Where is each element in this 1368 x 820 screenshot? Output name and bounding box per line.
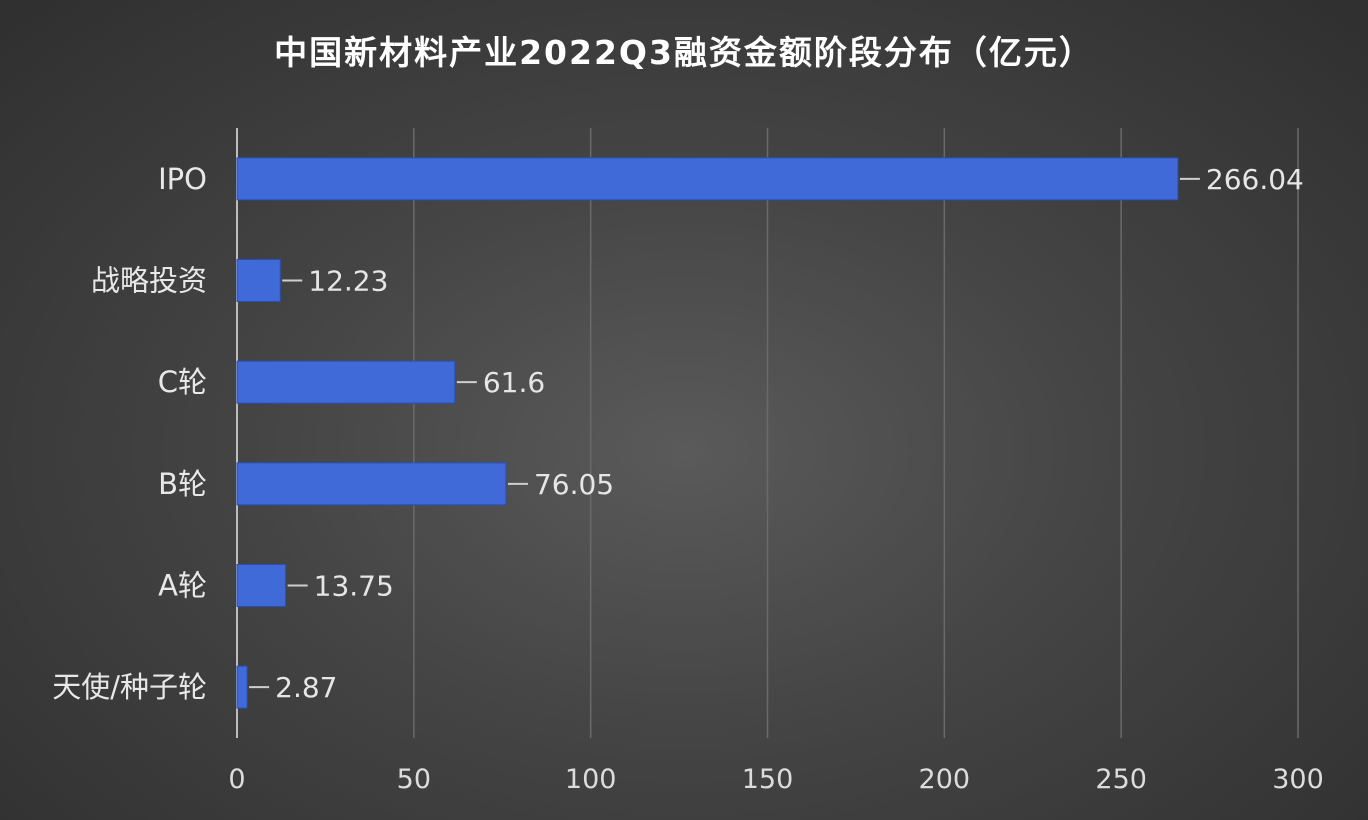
value-label-5: 2.87 xyxy=(275,671,337,704)
x-tick-label-150: 150 xyxy=(742,764,794,795)
value-label-1: 12.23 xyxy=(308,265,388,298)
bar-1 xyxy=(236,259,281,302)
value-label-2: 61.6 xyxy=(483,366,545,399)
category-label-5: 天使/种子轮 xyxy=(52,670,207,704)
bar-4 xyxy=(236,564,287,607)
x-tick-label-200: 200 xyxy=(919,764,971,795)
bar-5 xyxy=(236,665,248,709)
x-tick-label-0: 0 xyxy=(228,764,245,795)
category-label-0: IPO xyxy=(158,162,207,196)
x-tick-label-50: 50 xyxy=(397,764,431,795)
chart-title: 中国新材料产业2022Q3融资金额阶段分布（亿元） xyxy=(274,33,1094,72)
category-label-2: C轮 xyxy=(158,365,207,399)
x-tick-label-300: 300 xyxy=(1272,764,1324,795)
x-tick-label-100: 100 xyxy=(565,764,617,795)
category-label-1: 战略投资 xyxy=(91,264,207,298)
category-label-4: A轮 xyxy=(158,569,207,603)
bar-0 xyxy=(236,157,1179,201)
bar-2 xyxy=(236,360,456,404)
value-label-0: 266.04 xyxy=(1206,163,1304,196)
bar-3 xyxy=(236,462,507,506)
category-label-3: B轮 xyxy=(158,467,207,501)
value-label-3: 76.05 xyxy=(534,468,614,501)
x-tick-label-250: 250 xyxy=(1095,764,1147,795)
value-label-4: 13.75 xyxy=(314,570,394,603)
